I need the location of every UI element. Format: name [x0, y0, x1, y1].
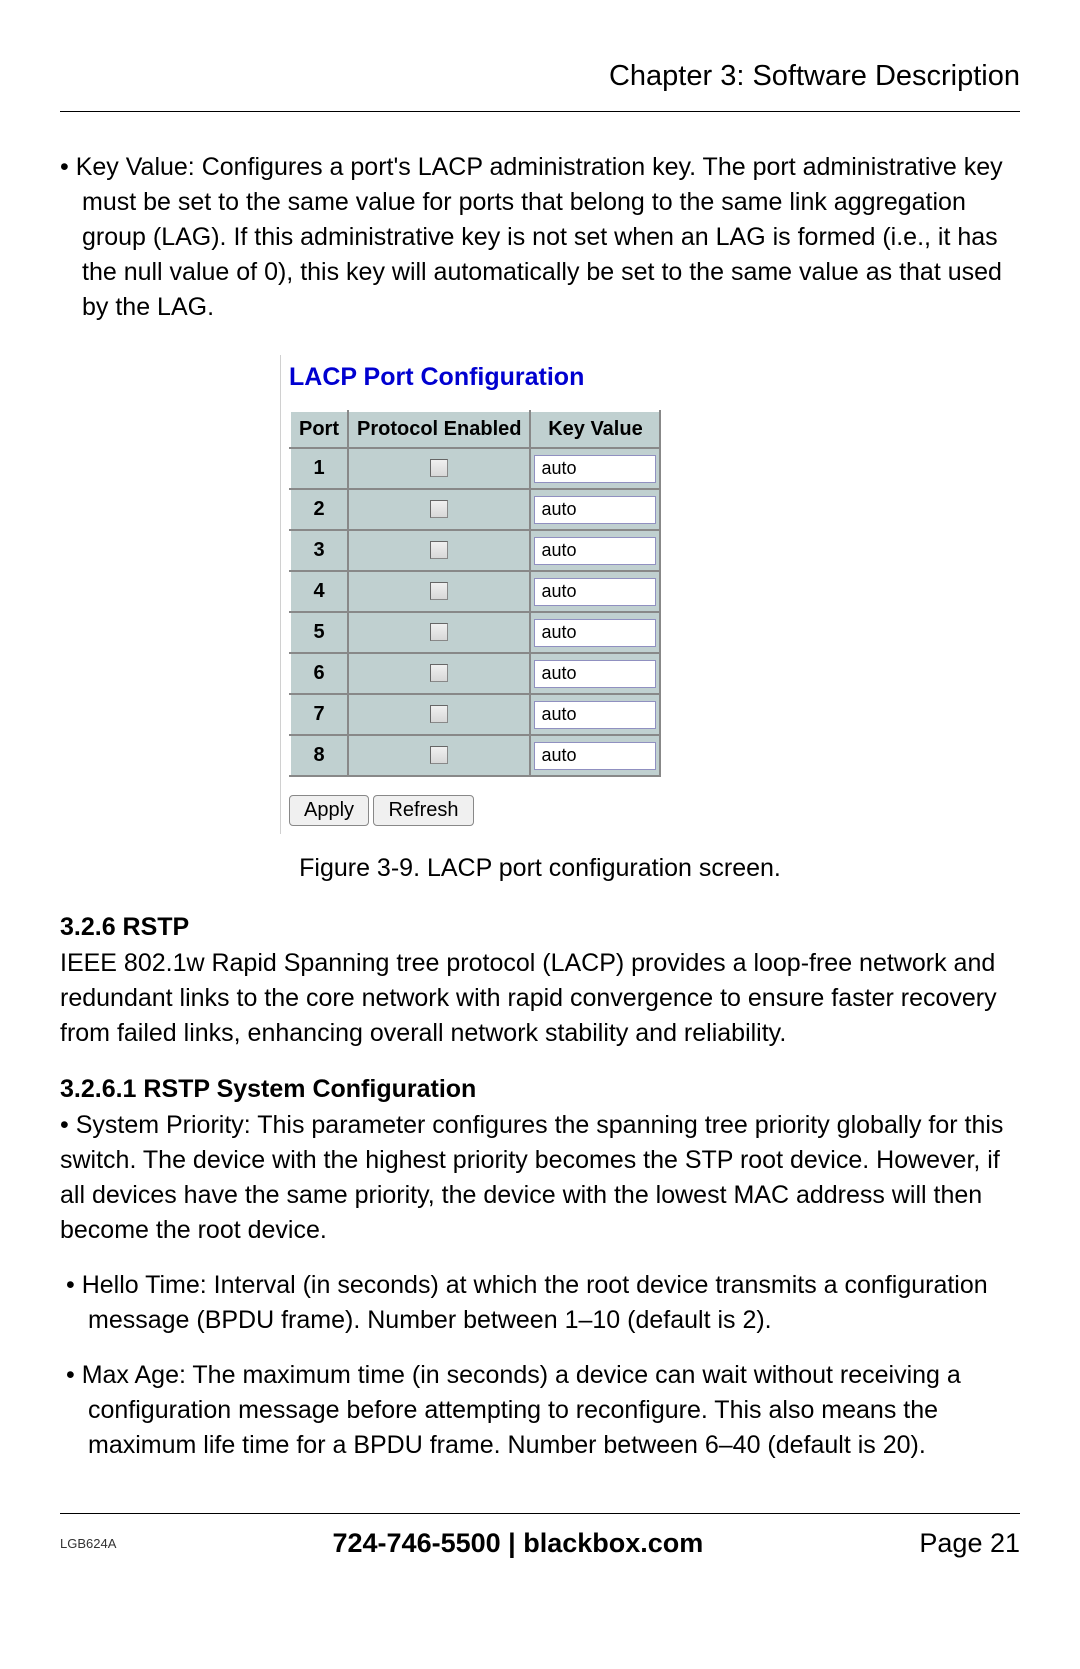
- protocol-cell: [348, 735, 530, 776]
- keyvalue-cell: [530, 530, 660, 571]
- bullet-hello-time: • Hello Time: Interval (in seconds) at w…: [60, 1268, 1020, 1338]
- protocol-cell: [348, 530, 530, 571]
- keyvalue-input[interactable]: [534, 578, 656, 606]
- protocol-checkbox[interactable]: [430, 705, 448, 723]
- footer-center: 724-746-5500 | blackbox.com: [116, 1528, 919, 1559]
- keyvalue-input[interactable]: [534, 742, 656, 770]
- protocol-checkbox[interactable]: [430, 582, 448, 600]
- keyvalue-cell: [530, 612, 660, 653]
- protocol-cell: [348, 612, 530, 653]
- port-number: 6: [290, 653, 348, 694]
- keyvalue-input[interactable]: [534, 455, 656, 483]
- table-row: 8: [290, 735, 660, 776]
- port-number: 2: [290, 489, 348, 530]
- keyvalue-cell: [530, 694, 660, 735]
- keyvalue-input[interactable]: [534, 537, 656, 565]
- protocol-cell: [348, 694, 530, 735]
- chapter-title: Chapter 3: Software Description: [60, 60, 1020, 112]
- protocol-checkbox[interactable]: [430, 746, 448, 764]
- figure-caption: Figure 3-9. LACP port configuration scre…: [60, 854, 1020, 883]
- table-row: 4: [290, 571, 660, 612]
- keyvalue-input[interactable]: [534, 619, 656, 647]
- col-protocol: Protocol Enabled: [348, 411, 530, 448]
- rstp-sysconfig-body: • System Priority: This parameter config…: [60, 1108, 1020, 1248]
- col-port: Port: [290, 411, 348, 448]
- footer-model: LGB624A: [60, 1536, 116, 1551]
- port-number: 7: [290, 694, 348, 735]
- protocol-checkbox[interactable]: [430, 459, 448, 477]
- keyvalue-cell: [530, 448, 660, 489]
- keyvalue-cell: [530, 735, 660, 776]
- protocol-cell: [348, 653, 530, 694]
- page-footer: LGB624A 724-746-5500 | blackbox.com Page…: [60, 1513, 1020, 1559]
- lacp-config-panel: LACP Port Configuration Port Protocol En…: [280, 355, 800, 834]
- port-number: 5: [290, 612, 348, 653]
- col-keyvalue: Key Value: [530, 411, 660, 448]
- footer-page: Page 21: [919, 1528, 1020, 1559]
- rstp-body: IEEE 802.1w Rapid Spanning tree protocol…: [60, 946, 1020, 1051]
- protocol-cell: [348, 448, 530, 489]
- lacp-table: Port Protocol Enabled Key Value 12345678: [289, 410, 661, 777]
- keyvalue-cell: [530, 571, 660, 612]
- refresh-button[interactable]: Refresh: [373, 795, 473, 826]
- bullet-max-age: • Max Age: The maximum time (in seconds)…: [60, 1358, 1020, 1463]
- rstp-sysconfig-heading: 3.2.6.1 RSTP System Configuration: [60, 1075, 1020, 1104]
- section-rstp-heading: 3.2.6 RSTP: [60, 913, 1020, 942]
- port-number: 3: [290, 530, 348, 571]
- keyvalue-input[interactable]: [534, 701, 656, 729]
- protocol-checkbox[interactable]: [430, 541, 448, 559]
- protocol-checkbox[interactable]: [430, 664, 448, 682]
- keyvalue-input[interactable]: [534, 660, 656, 688]
- table-row: 7: [290, 694, 660, 735]
- apply-button[interactable]: Apply: [289, 795, 369, 826]
- port-number: 8: [290, 735, 348, 776]
- protocol-checkbox[interactable]: [430, 500, 448, 518]
- protocol-cell: [348, 489, 530, 530]
- button-row: Apply Refresh: [281, 795, 800, 826]
- table-row: 2: [290, 489, 660, 530]
- protocol-checkbox[interactable]: [430, 623, 448, 641]
- port-number: 1: [290, 448, 348, 489]
- table-row: 1: [290, 448, 660, 489]
- table-row: 6: [290, 653, 660, 694]
- intro-paragraph: • Key Value: Configures a port's LACP ad…: [60, 150, 1020, 325]
- table-row: 5: [290, 612, 660, 653]
- table-row: 3: [290, 530, 660, 571]
- keyvalue-cell: [530, 489, 660, 530]
- config-title: LACP Port Configuration: [281, 363, 800, 392]
- keyvalue-cell: [530, 653, 660, 694]
- protocol-cell: [348, 571, 530, 612]
- keyvalue-input[interactable]: [534, 496, 656, 524]
- port-number: 4: [290, 571, 348, 612]
